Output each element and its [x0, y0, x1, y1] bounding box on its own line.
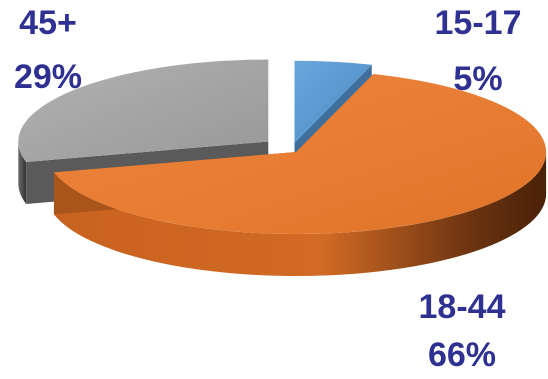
- slice-percent-15-17: 5%: [453, 60, 502, 98]
- slice-label-18-44: 18-44: [419, 288, 506, 326]
- labels-layer: 15-17 5% 18-44 66% 45+ 29%: [14, 4, 522, 374]
- slices-layer: [18, 59, 547, 277]
- slice-percent-45+: 29%: [14, 58, 82, 96]
- slice-side-18-44: [53, 152, 547, 277]
- slice-percent-18-44: 66%: [428, 336, 496, 374]
- pie-slice-18-44: [53, 74, 547, 277]
- slice-top-45+: [18, 59, 269, 162]
- slice-label-45+: 45+: [19, 4, 77, 42]
- slice-side-45+: [18, 141, 27, 204]
- slice-top-15-17: [294, 60, 372, 143]
- slice-label-15-17: 15-17: [435, 4, 522, 42]
- slice-top-18-44: [53, 74, 547, 235]
